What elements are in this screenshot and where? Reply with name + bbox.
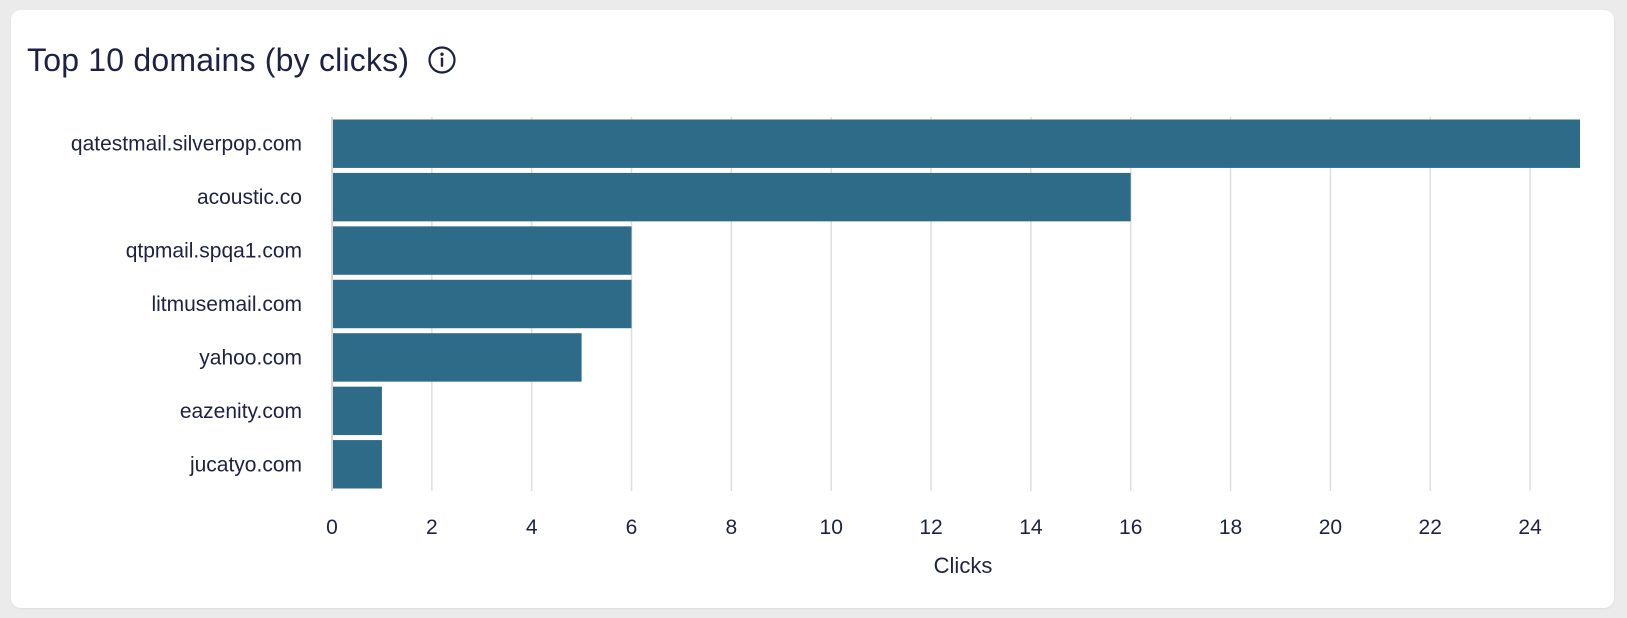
x-tick-label: 20 [1319, 516, 1342, 539]
x-axis-title: Clicks [934, 553, 993, 578]
y-category-label: yahoo.com [199, 346, 302, 369]
y-category-label: acoustic.co [197, 186, 302, 209]
y-category-label: jucatyo.com [189, 453, 302, 476]
x-tick-label: 10 [820, 516, 843, 539]
y-category-label: qatestmail.silverpop.com [71, 133, 302, 156]
chart-title: Top 10 domains (by clicks) [27, 41, 410, 78]
bar[interactable] [333, 440, 382, 489]
bar[interactable] [333, 279, 632, 329]
bar[interactable] [333, 226, 632, 275]
labels: 0 2 4 6 8 10 12 14 16 18 20 22 24qatestmail.silverpo… [71, 133, 1542, 539]
bar[interactable] [333, 119, 1580, 168]
chart-card: Top 10 domains (by clicks) [11, 10, 1614, 608]
x-tick-label: 12 [919, 516, 942, 539]
title-row: Top 10 domains (by clicks) [27, 40, 457, 80]
x-tick-label: 4 [526, 516, 538, 539]
bars [333, 119, 1580, 489]
x-tick-label: 24 [1518, 516, 1542, 539]
bar[interactable] [333, 333, 582, 382]
y-category-label: qtpmail.spqa1.com [126, 240, 302, 263]
x-tick-label: 6 [626, 516, 638, 539]
info-icon[interactable] [427, 45, 457, 75]
x-tick-label: 18 [1219, 516, 1242, 539]
x-tick-label: 2 [426, 516, 438, 539]
x-tick-label: 0 [326, 516, 338, 539]
x-tick-label: 16 [1119, 516, 1142, 539]
x-tick-label: 8 [726, 516, 738, 539]
bar[interactable] [333, 172, 1131, 222]
y-category-label: eazenity.com [180, 400, 302, 423]
bar[interactable] [333, 386, 382, 436]
x-tick-label: 14 [1019, 516, 1043, 539]
y-category-label: litmusemail.com [151, 293, 302, 316]
x-tick-label: 22 [1419, 516, 1442, 539]
